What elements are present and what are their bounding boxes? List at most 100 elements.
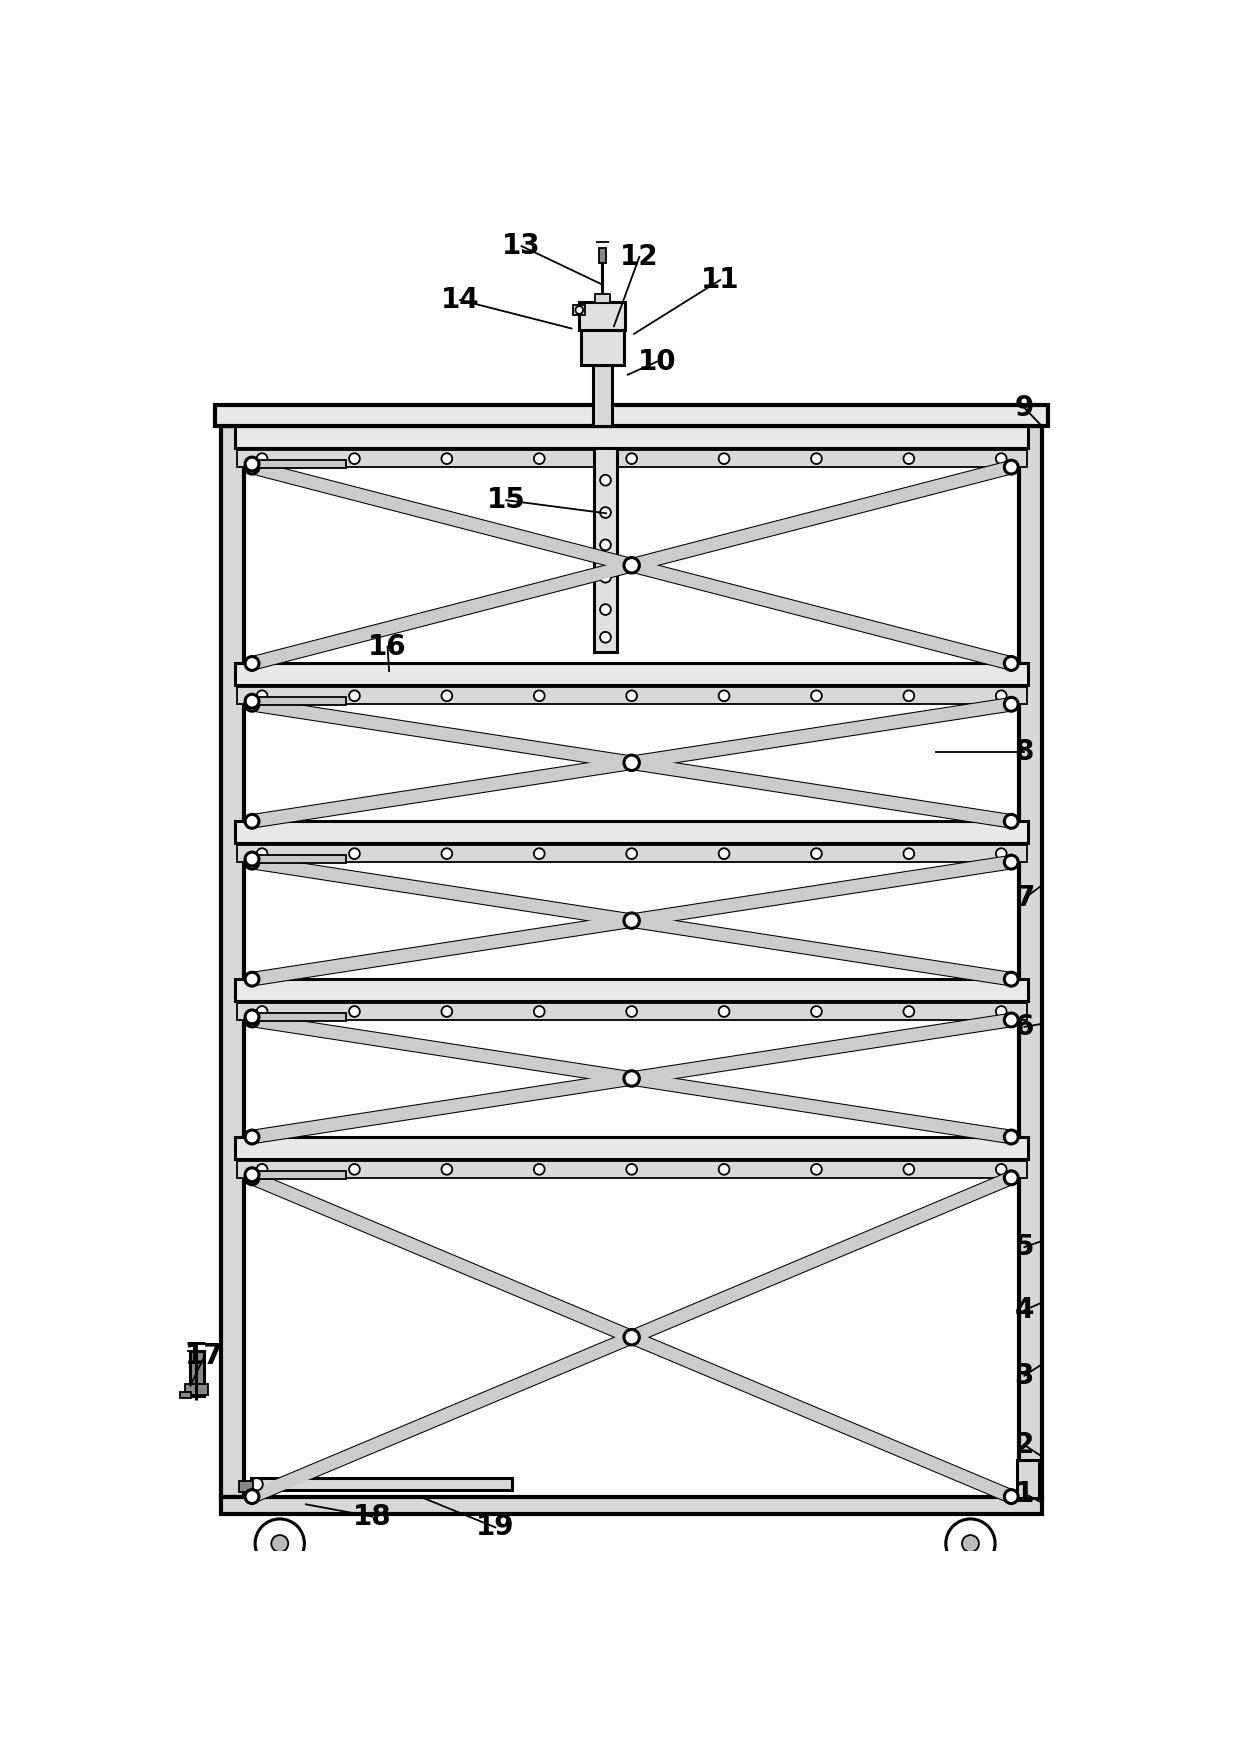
- Circle shape: [350, 453, 360, 464]
- Bar: [237, 1161, 1027, 1178]
- Circle shape: [996, 453, 1007, 464]
- Circle shape: [350, 1006, 360, 1016]
- Circle shape: [1004, 814, 1018, 828]
- Circle shape: [246, 457, 259, 471]
- Circle shape: [600, 507, 611, 518]
- Text: 2: 2: [1014, 1431, 1034, 1459]
- Circle shape: [600, 572, 611, 582]
- Bar: [580, 329, 624, 364]
- Circle shape: [246, 973, 259, 987]
- Bar: [250, 1478, 512, 1490]
- Circle shape: [719, 690, 729, 701]
- Circle shape: [1004, 697, 1018, 711]
- Bar: [221, 1497, 1042, 1513]
- Bar: [237, 687, 1027, 704]
- Circle shape: [719, 1006, 729, 1016]
- Bar: [237, 1002, 1027, 1020]
- Bar: [599, 248, 606, 263]
- Circle shape: [534, 690, 544, 701]
- Circle shape: [250, 1478, 263, 1490]
- Bar: [237, 450, 1027, 467]
- Text: 10: 10: [637, 347, 676, 376]
- Circle shape: [626, 849, 637, 859]
- Circle shape: [996, 1164, 1007, 1175]
- Circle shape: [246, 1129, 259, 1143]
- Text: 19: 19: [476, 1513, 515, 1541]
- Text: 4: 4: [1014, 1297, 1034, 1325]
- Circle shape: [246, 814, 259, 828]
- Circle shape: [600, 474, 611, 486]
- Text: 18: 18: [353, 1502, 392, 1530]
- Circle shape: [600, 605, 611, 615]
- Circle shape: [1004, 1129, 1018, 1143]
- Circle shape: [534, 1164, 544, 1175]
- Text: 3: 3: [1014, 1361, 1034, 1389]
- Circle shape: [257, 1006, 268, 1016]
- Circle shape: [534, 1006, 544, 1016]
- Text: 6: 6: [1014, 1013, 1034, 1041]
- Circle shape: [1004, 460, 1018, 474]
- Bar: [221, 427, 244, 1497]
- Circle shape: [1004, 973, 1018, 987]
- Bar: [215, 404, 1048, 427]
- Text: 16: 16: [368, 633, 407, 661]
- Circle shape: [257, 849, 268, 859]
- Text: 7: 7: [1014, 884, 1034, 912]
- Bar: [237, 845, 1027, 863]
- Text: 8: 8: [1014, 737, 1034, 765]
- Circle shape: [904, 690, 914, 701]
- Circle shape: [350, 849, 360, 859]
- Circle shape: [441, 849, 453, 859]
- Circle shape: [441, 1006, 453, 1016]
- Circle shape: [904, 1164, 914, 1175]
- Circle shape: [441, 1164, 453, 1175]
- Circle shape: [1004, 1171, 1018, 1185]
- Bar: [236, 821, 1028, 844]
- Bar: [236, 664, 1028, 685]
- Circle shape: [246, 1168, 259, 1182]
- Bar: [236, 1136, 1028, 1159]
- Circle shape: [246, 1171, 259, 1185]
- Circle shape: [996, 690, 1007, 701]
- Bar: [181, 1393, 191, 1398]
- Circle shape: [246, 694, 259, 708]
- Circle shape: [246, 856, 259, 870]
- Circle shape: [811, 690, 822, 701]
- Circle shape: [904, 849, 914, 859]
- Bar: [1017, 1459, 1039, 1499]
- Circle shape: [719, 1164, 729, 1175]
- Circle shape: [811, 849, 822, 859]
- Circle shape: [272, 1536, 288, 1551]
- Circle shape: [246, 657, 259, 671]
- Bar: [236, 980, 1028, 1000]
- Bar: [1019, 427, 1042, 1497]
- Circle shape: [534, 453, 544, 464]
- Text: 13: 13: [502, 232, 541, 260]
- Circle shape: [257, 1164, 268, 1175]
- Text: 11: 11: [701, 267, 739, 295]
- Circle shape: [624, 1070, 640, 1086]
- Circle shape: [350, 690, 360, 701]
- Circle shape: [719, 849, 729, 859]
- Circle shape: [257, 690, 268, 701]
- Text: 9: 9: [1014, 394, 1034, 422]
- Circle shape: [350, 1164, 360, 1175]
- Bar: [239, 1482, 253, 1492]
- Circle shape: [624, 755, 640, 770]
- Circle shape: [626, 453, 637, 464]
- Circle shape: [1004, 1013, 1018, 1027]
- Bar: [254, 856, 346, 863]
- Circle shape: [962, 1536, 978, 1551]
- Text: 14: 14: [440, 286, 479, 314]
- Circle shape: [246, 1013, 259, 1027]
- Circle shape: [600, 633, 611, 643]
- Circle shape: [1004, 856, 1018, 870]
- Circle shape: [246, 697, 259, 711]
- Bar: [594, 448, 618, 652]
- Circle shape: [996, 1006, 1007, 1016]
- Circle shape: [626, 1164, 637, 1175]
- Bar: [595, 295, 610, 303]
- Circle shape: [246, 1490, 259, 1504]
- Text: 15: 15: [487, 486, 526, 514]
- Circle shape: [575, 307, 583, 314]
